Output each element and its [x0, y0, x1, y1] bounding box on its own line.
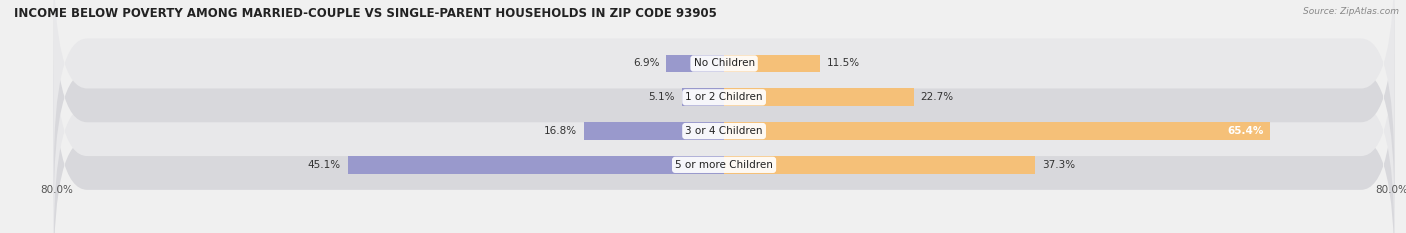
Text: 16.8%: 16.8% [544, 126, 578, 136]
Text: 65.4%: 65.4% [1227, 126, 1264, 136]
FancyBboxPatch shape [53, 21, 1395, 233]
Text: INCOME BELOW POVERTY AMONG MARRIED-COUPLE VS SINGLE-PARENT HOUSEHOLDS IN ZIP COD: INCOME BELOW POVERTY AMONG MARRIED-COUPL… [14, 7, 717, 20]
Bar [724, 55, 820, 72]
Text: 5.1%: 5.1% [648, 92, 675, 102]
Bar [347, 156, 724, 174]
Text: 22.7%: 22.7% [921, 92, 953, 102]
Text: 3 or 4 Children: 3 or 4 Children [685, 126, 763, 136]
Text: 11.5%: 11.5% [827, 58, 860, 69]
Bar [724, 89, 914, 106]
Text: 5 or more Children: 5 or more Children [675, 160, 773, 170]
Text: 1 or 2 Children: 1 or 2 Children [685, 92, 763, 102]
Text: 37.3%: 37.3% [1042, 160, 1076, 170]
Bar [666, 55, 724, 72]
Bar [724, 156, 1035, 174]
FancyBboxPatch shape [53, 0, 1395, 207]
Bar [583, 122, 724, 140]
Text: Source: ZipAtlas.com: Source: ZipAtlas.com [1303, 7, 1399, 16]
FancyBboxPatch shape [53, 55, 1395, 233]
Bar [724, 122, 1270, 140]
Bar [682, 89, 724, 106]
Text: 45.1%: 45.1% [308, 160, 340, 170]
Text: No Children: No Children [693, 58, 755, 69]
FancyBboxPatch shape [53, 0, 1395, 174]
Text: 6.9%: 6.9% [633, 58, 659, 69]
